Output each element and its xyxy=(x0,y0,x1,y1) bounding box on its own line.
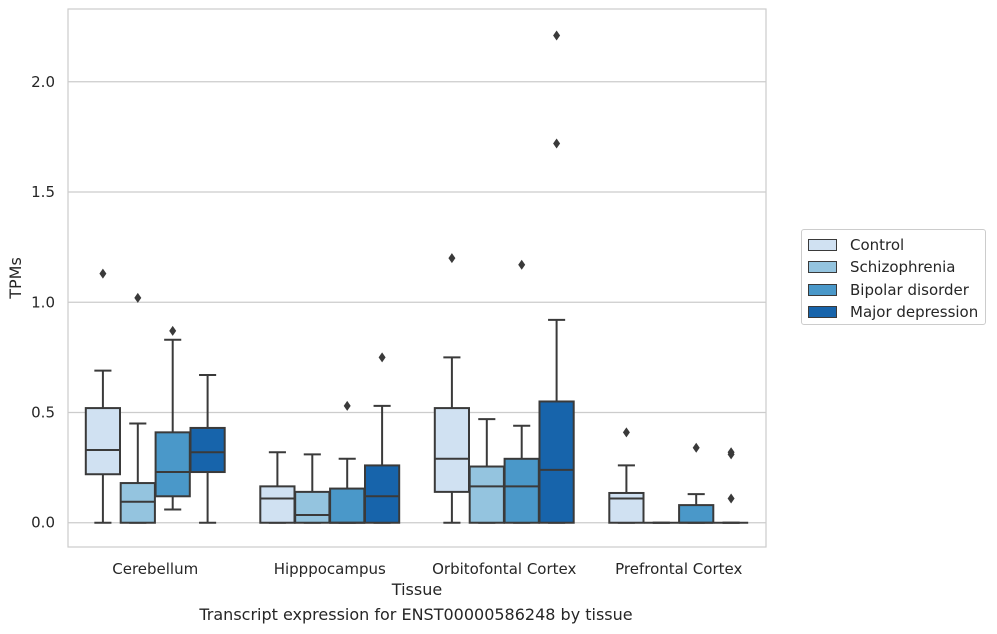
y-tick-label: 0.0 xyxy=(31,514,55,532)
legend-label-control: Control xyxy=(850,236,905,254)
box xyxy=(329,400,366,524)
legend: Control Schizophrenia Bipolar disorder M… xyxy=(801,229,986,325)
box-iqr xyxy=(433,407,471,493)
box xyxy=(468,418,505,524)
outlier-point xyxy=(169,325,177,336)
outlier-point xyxy=(134,292,142,303)
box xyxy=(608,427,645,524)
plot-area-frame xyxy=(67,8,767,548)
box-iqr xyxy=(678,504,715,524)
legend-item-bipolar-disorder: Bipolar disorder xyxy=(808,280,969,300)
box xyxy=(84,268,122,524)
legend-swatch-schizophrenia xyxy=(808,261,837,273)
box-iqr xyxy=(119,482,156,524)
outlier-point xyxy=(727,493,735,504)
y-tick-label: 0.5 xyxy=(31,404,55,422)
box-iqr xyxy=(189,426,226,474)
box xyxy=(363,352,401,524)
box xyxy=(433,253,471,524)
legend-label-schizophrenia: Schizophrenia xyxy=(850,258,956,276)
legend-label-major-depression: Major depression xyxy=(850,303,979,321)
x-tick-label: Hipppocampus xyxy=(274,560,386,578)
legend-swatch-control xyxy=(808,239,837,251)
y-axis-ticks: 0.0 0.5 1.0 1.5 2.0 xyxy=(31,73,55,532)
chart-caption: Transcript expression for ENST0000058624… xyxy=(199,605,633,624)
box xyxy=(294,453,331,524)
box xyxy=(189,374,226,524)
box-iqr xyxy=(154,431,191,498)
legend-item-schizophrenia: Schizophrenia xyxy=(808,257,955,277)
x-axis-label: Tissue xyxy=(391,580,442,599)
x-axis-ticks: Cerebellum Hipppocampus Orbitofontal Corte… xyxy=(112,560,742,578)
y-tick-label: 1.0 xyxy=(31,293,55,311)
outlier-point xyxy=(622,427,630,438)
outlier-point xyxy=(553,30,561,41)
x-tick-label: Prefrontal Cortex xyxy=(615,560,742,578)
box-iqr xyxy=(259,485,296,524)
box xyxy=(538,30,575,524)
box xyxy=(678,442,715,524)
box xyxy=(154,325,191,511)
box xyxy=(259,451,296,524)
outlier-point xyxy=(99,268,107,279)
x-tick-label: Cerebellum xyxy=(112,560,198,578)
box-iqr xyxy=(468,465,505,524)
box xyxy=(119,292,156,524)
legend-item-major-depression: Major depression xyxy=(808,302,978,322)
box-iqr xyxy=(503,457,540,524)
y-axis-label: TPMs xyxy=(6,257,25,300)
box-iqr xyxy=(538,400,575,524)
box-iqr xyxy=(608,491,645,524)
y-tick-label: 1.5 xyxy=(31,183,55,201)
box xyxy=(713,447,749,524)
box-series xyxy=(84,30,749,524)
legend-item-control: Control xyxy=(808,235,904,255)
legend-swatch-bipolar-disorder xyxy=(808,284,837,296)
x-tick-label: Orbitofontal Cortex xyxy=(432,560,576,578)
box xyxy=(503,259,540,524)
outlier-point xyxy=(553,138,561,149)
outlier-point xyxy=(378,352,386,363)
box-iqr xyxy=(84,407,122,476)
legend-swatch-major-depression xyxy=(808,306,837,318)
box-iqr xyxy=(294,490,331,524)
outlier-point xyxy=(448,253,456,264)
y-tick-label: 2.0 xyxy=(31,73,55,91)
outlier-point xyxy=(343,400,351,411)
outlier-point xyxy=(727,447,735,458)
outlier-point xyxy=(692,442,700,453)
box-iqr xyxy=(329,487,366,524)
box-iqr xyxy=(363,464,401,524)
legend-label-bipolar-disorder: Bipolar disorder xyxy=(850,281,969,299)
outlier-point xyxy=(518,259,526,270)
